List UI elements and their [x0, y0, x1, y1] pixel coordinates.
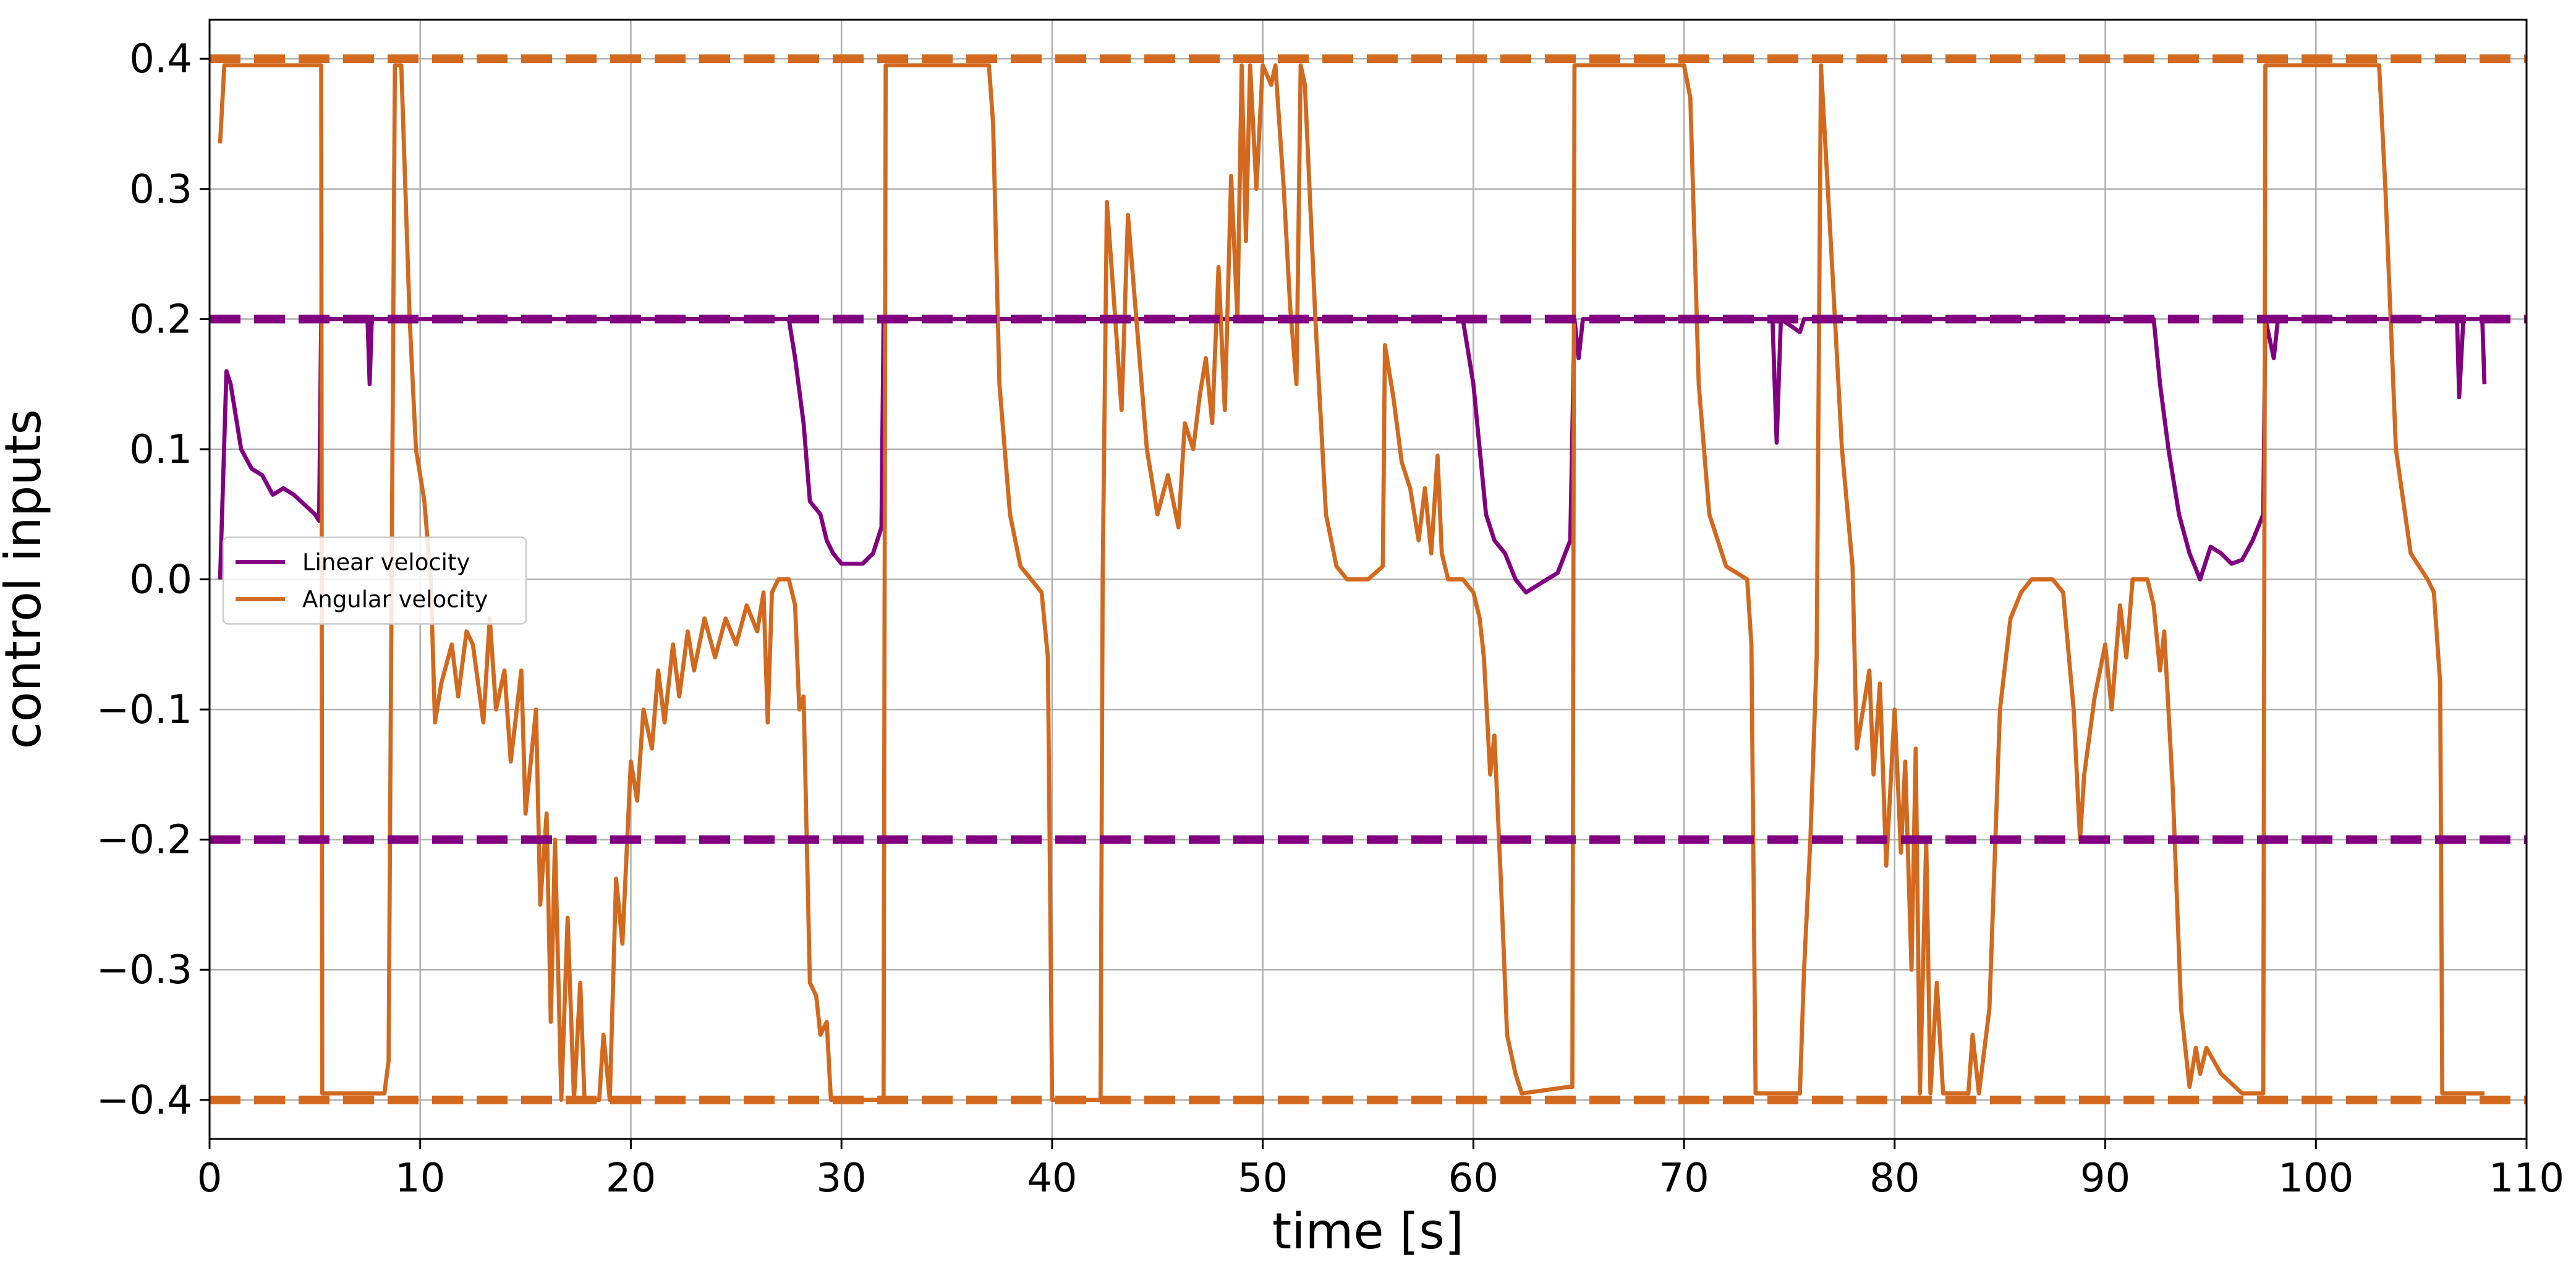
- x-tick-label: 0: [197, 1156, 223, 1201]
- x-tick-label: 80: [1869, 1156, 1919, 1201]
- legend-label: Angular velocity: [302, 586, 488, 613]
- legend-box: [222, 536, 527, 625]
- x-tick-label: 10: [395, 1156, 445, 1201]
- x-tick-label: 40: [1027, 1156, 1077, 1201]
- series-line: [218, 63, 2485, 1102]
- y-tick-label: 0.4: [129, 36, 192, 82]
- y-tick-label: 0.1: [129, 427, 192, 473]
- plot-frame: [208, 19, 2528, 1140]
- y-tick-label: 0.3: [129, 167, 192, 213]
- y-axis-label: control inputs: [0, 409, 52, 749]
- x-tick-label: 30: [816, 1156, 866, 1201]
- x-tick-label: 90: [2080, 1156, 2130, 1201]
- y-tick-label: −0.3: [96, 947, 192, 993]
- x-tick-label: 70: [1659, 1156, 1709, 1201]
- x-tick-label: 100: [2278, 1156, 2353, 1201]
- y-tick-label: 0.0: [129, 557, 192, 603]
- x-tick-label: 60: [1448, 1156, 1498, 1201]
- plot-area: [210, 54, 2527, 1104]
- x-tick-label: 110: [2489, 1156, 2564, 1201]
- y-tick-label: −0.1: [96, 687, 192, 733]
- y-tick-label: −0.4: [96, 1078, 192, 1124]
- x-tick-label: 20: [606, 1156, 656, 1201]
- y-tick-label: 0.2: [129, 297, 192, 342]
- x-tick-label: 50: [1238, 1156, 1288, 1201]
- legend-label: Linear velocity: [302, 549, 470, 576]
- series-line: [218, 316, 2487, 595]
- x-axis-label: time [s]: [1272, 1203, 1464, 1260]
- y-tick-label: −0.2: [96, 818, 192, 863]
